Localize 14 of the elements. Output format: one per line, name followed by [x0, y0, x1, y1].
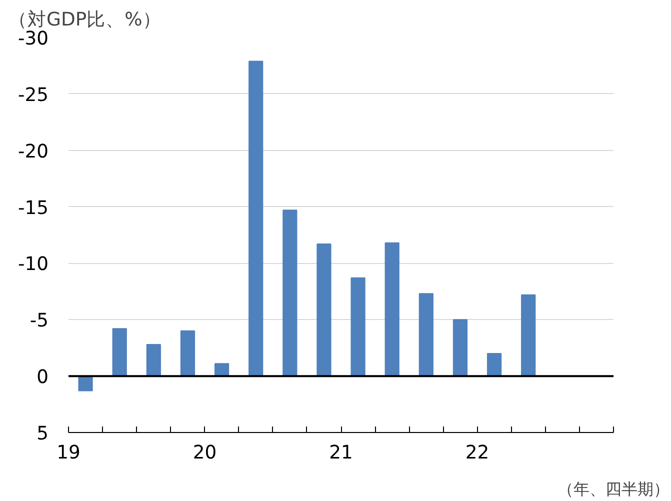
- y-tick-label: -5: [30, 310, 49, 332]
- y-tick-label: 5: [36, 424, 49, 444]
- y-tick-label: -20: [18, 141, 49, 162]
- y-tick-label: -25: [18, 84, 49, 106]
- x-tick-label: 19: [56, 442, 80, 464]
- y-tick-label: -10: [18, 254, 49, 276]
- x-tick-label: 22: [465, 442, 490, 464]
- y-tick-label: -15: [18, 198, 49, 219]
- y-tick-label: 0: [36, 367, 49, 388]
- x-tick-label: 21: [329, 442, 353, 464]
- y-tick-label: -30: [18, 28, 49, 50]
- x-tick-label: 20: [192, 442, 217, 464]
- x-axis-title: （年、四半期）: [558, 480, 670, 498]
- y-axis-title: （対GDP比、%）: [8, 8, 162, 30]
